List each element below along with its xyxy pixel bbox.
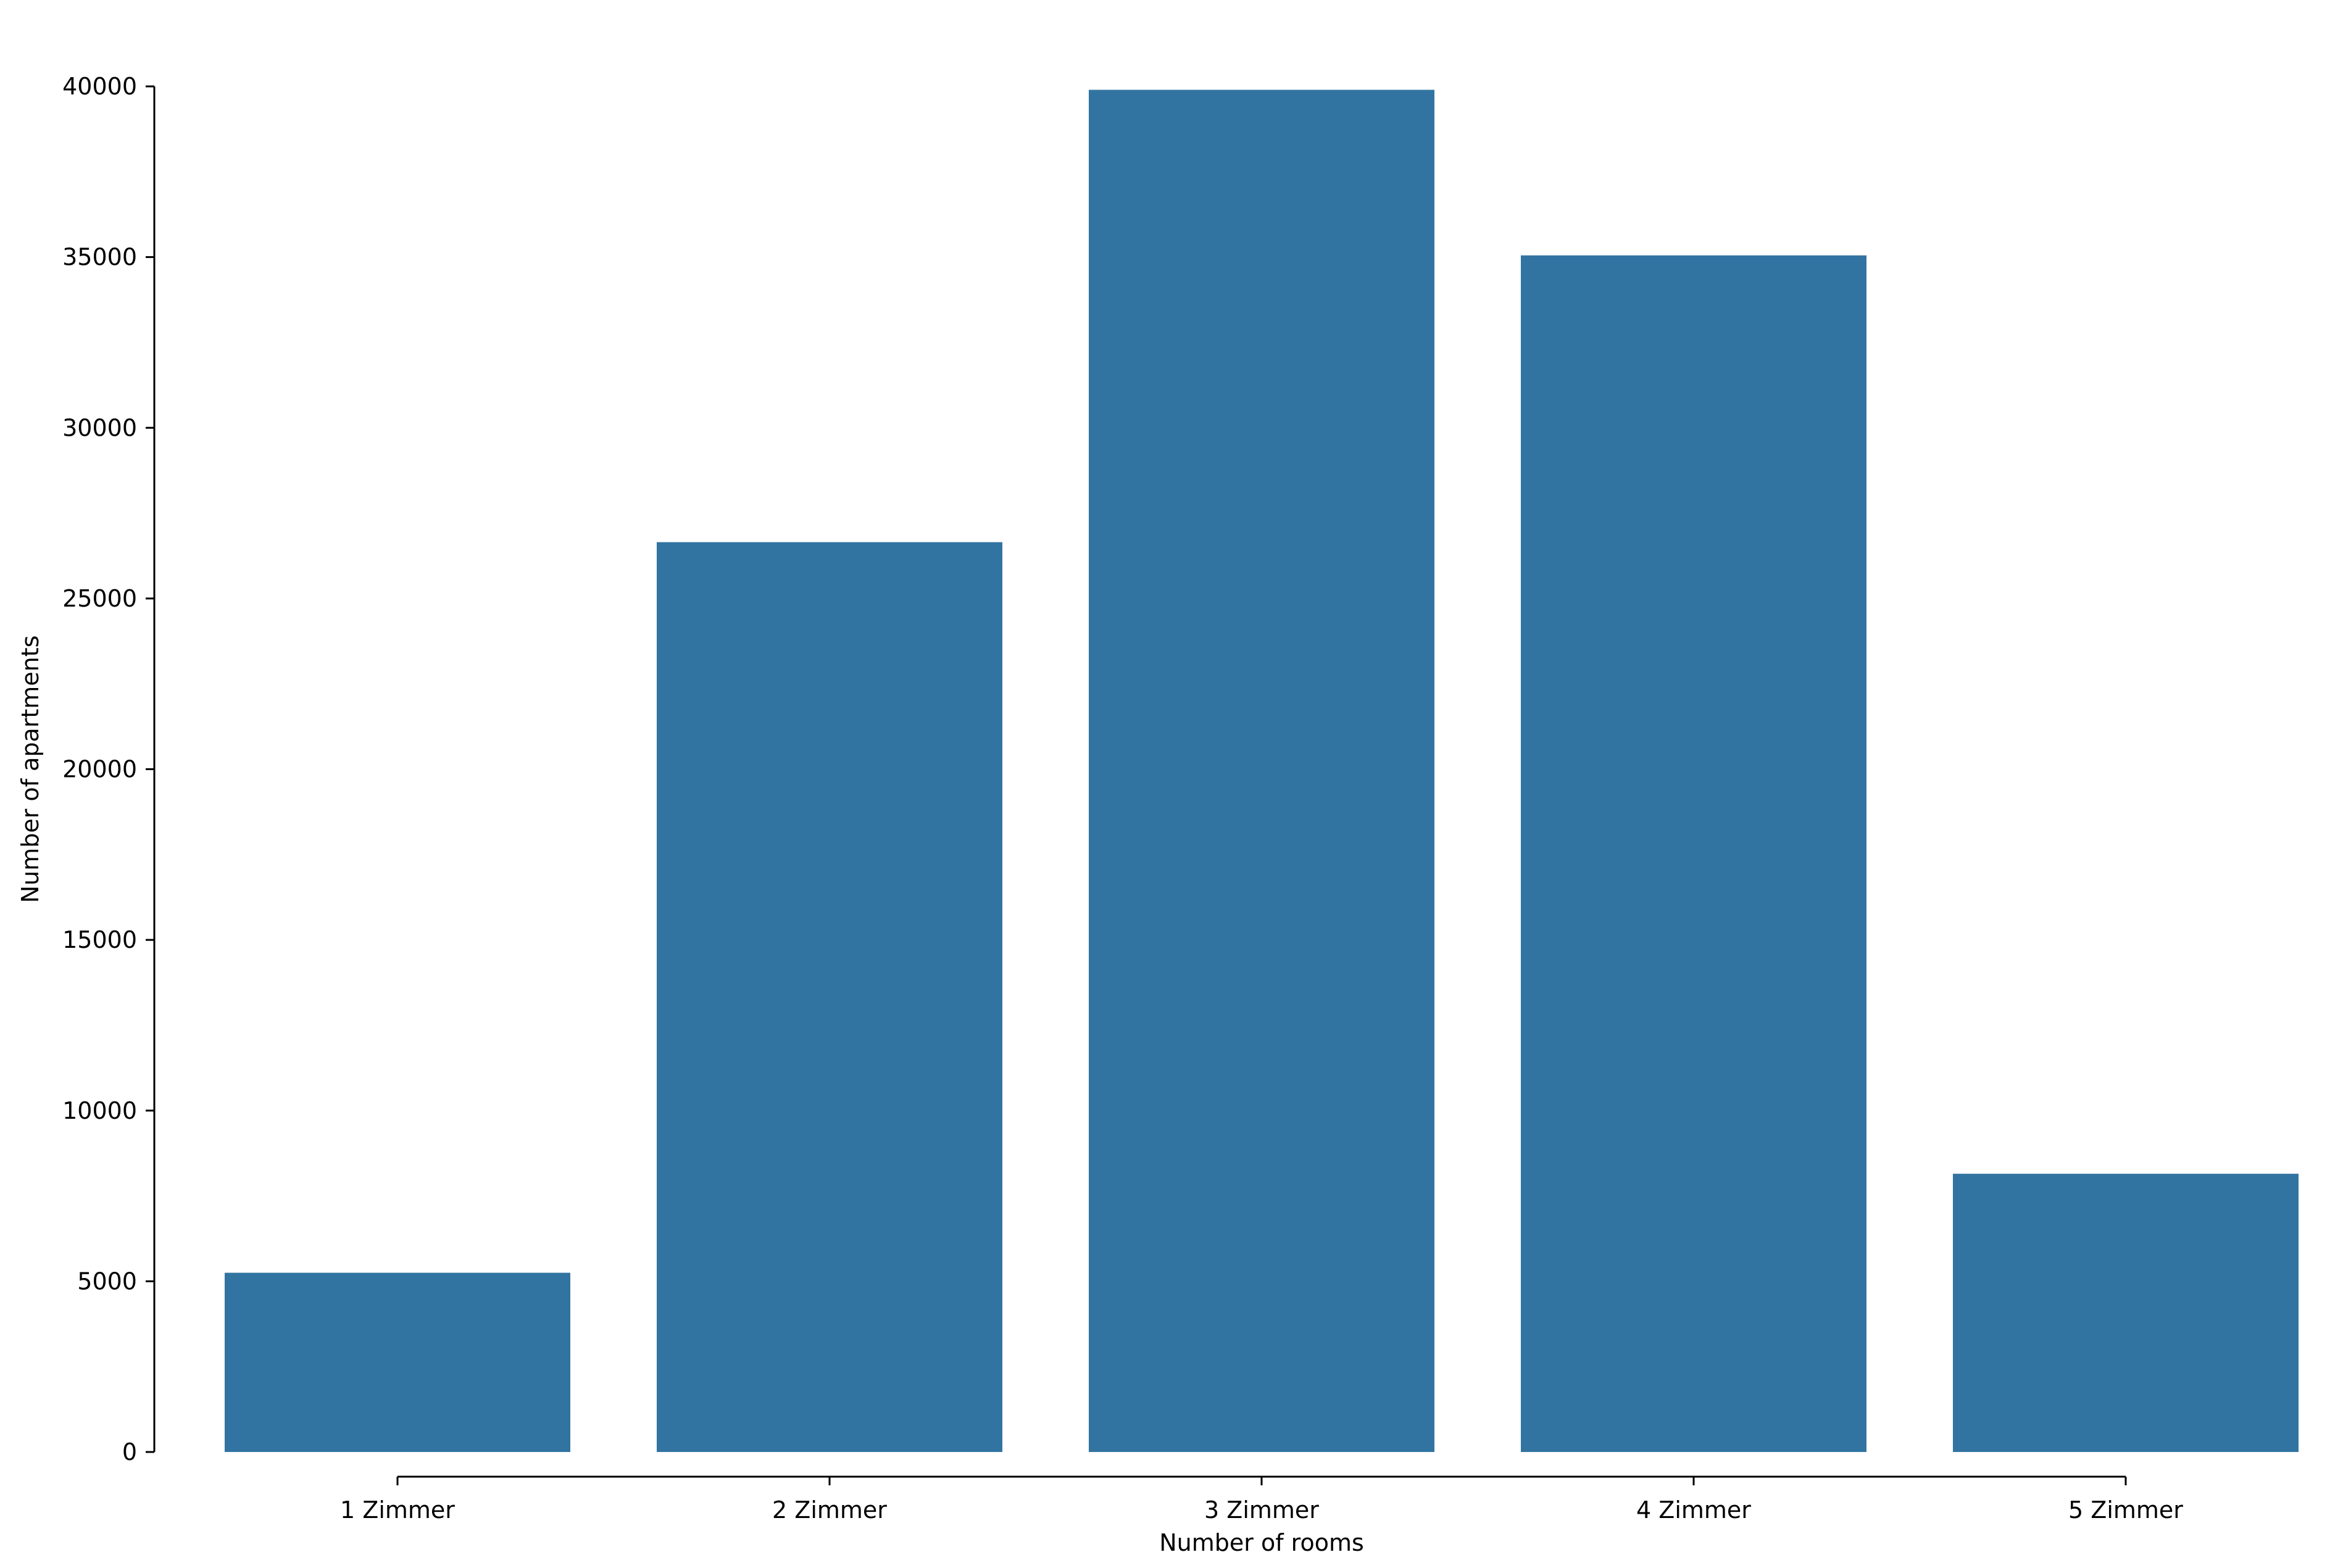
y-tick-label: 35000 <box>62 244 137 271</box>
bar-1 <box>225 1272 570 1452</box>
y-tick-label: 10000 <box>62 1097 137 1124</box>
y-tick-label: 5000 <box>77 1267 137 1295</box>
y-tick-label: 30000 <box>62 414 137 441</box>
y-tick-label: 0 <box>122 1438 137 1466</box>
y-tick-label: 25000 <box>62 585 137 612</box>
bar-5 <box>1953 1174 2299 1452</box>
x-tick-label: 4 Zimmer <box>1636 1496 1751 1524</box>
x-ticks: 1 Zimmer 2 Zimmer 3 Zimmer 4 Zimmer 5 Zimmer <box>340 1477 2183 1524</box>
y-tick-label: 40000 <box>62 73 137 100</box>
x-tick-label: 1 Zimmer <box>340 1496 455 1524</box>
x-tick-label: 2 Zimmer <box>772 1496 887 1524</box>
bars-group <box>225 89 2299 1453</box>
y-axis: 0 5000 10000 15000 20000 25000 30000 35000 40000 <box>62 73 156 1466</box>
x-axis: 1 Zimmer 2 Zimmer 3 Zimmer 4 Zimmer 5 Zimmer <box>340 1475 2183 1524</box>
x-tick-label: 3 Zimmer <box>1204 1496 1319 1524</box>
y-ticks: 0 5000 10000 15000 20000 25000 30000 35000 40000 <box>62 73 154 1466</box>
y-tick-label: 15000 <box>62 926 137 953</box>
bar-4 <box>1521 255 1866 1452</box>
bar-2 <box>657 542 1002 1452</box>
y-tick-label: 20000 <box>62 756 137 783</box>
x-tick-label: 5 Zimmer <box>2068 1496 2183 1524</box>
bar-3 <box>1089 89 1434 1453</box>
y-axis-label: Number of apartments <box>17 636 44 903</box>
x-axis-label: Number of rooms <box>1159 1529 1364 1556</box>
